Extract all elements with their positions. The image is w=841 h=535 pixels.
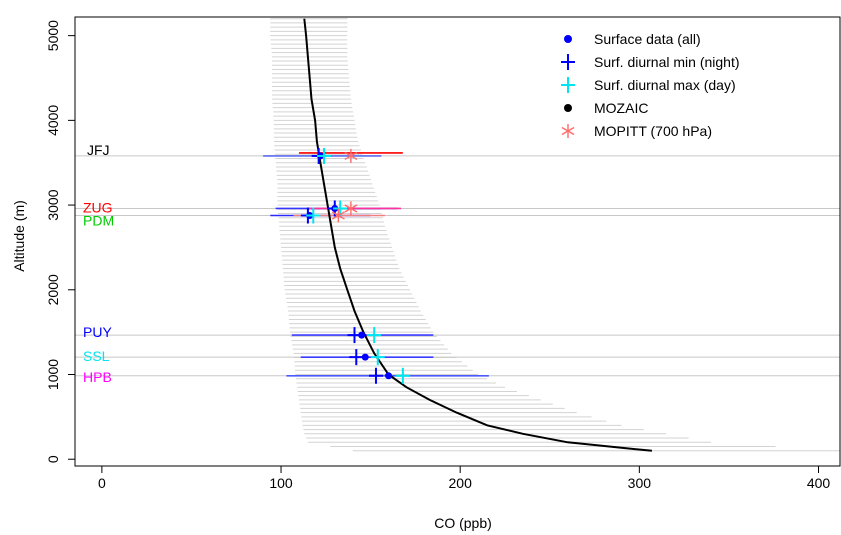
station-altitude-lines (75, 155, 840, 377)
surface-point-ssl (361, 353, 369, 361)
mopitt-marker-zug (344, 201, 358, 216)
legend-item-0: Surface data (all) (564, 31, 701, 47)
y-tick-label: 0 (45, 455, 61, 463)
x-tick-label: 200 (449, 475, 473, 491)
mozaic-line (303, 18, 653, 452)
station-label-pdm: PDM (83, 212, 114, 228)
x-tick-label: 0 (98, 475, 106, 491)
legend-dot-marker (564, 35, 572, 43)
station-label-jfj: JFJ (87, 142, 110, 158)
legend-asterisk-stroke (561, 126, 575, 136)
legend-label: MOZAIC (594, 100, 648, 116)
y-axis-label: Altitude (m) (11, 200, 27, 272)
y-tick-label: 3000 (45, 189, 61, 220)
x-tick-label: 400 (807, 475, 831, 491)
legend-dot-marker (564, 104, 572, 112)
variability-band (270, 18, 840, 452)
surface-point-hpb (385, 372, 393, 380)
legend-item-2: Surf. diurnal max (day) (561, 77, 736, 93)
station-label-hpb: HPB (83, 369, 112, 385)
legend-item-1: Surf. diurnal min (night) (561, 54, 740, 70)
x-tick-label: 100 (269, 475, 293, 491)
asterisk-stroke (344, 151, 358, 161)
legend: Surface data (all) Surf. diurnal min (nig… (561, 31, 740, 139)
surface-point-puy (358, 331, 366, 339)
x-tick-label: 300 (628, 475, 652, 491)
legend-label: Surf. diurnal min (night) (594, 54, 740, 70)
mopitt-marker-pdm (331, 208, 345, 223)
legend-item-3: MOZAIC (564, 100, 648, 116)
x-axis-label: CO (ppb) (434, 515, 492, 531)
legend-label: Surf. diurnal max (day) (594, 77, 736, 93)
mozaic-profile (303, 18, 653, 452)
y-tick-label: 2000 (45, 274, 61, 305)
station-markers (300, 147, 410, 384)
legend-label: Surface data (all) (594, 31, 701, 47)
station-label-ssl: SSL (83, 348, 110, 364)
legend-item-4: MOPITT (700 hPa) (561, 123, 712, 139)
asterisk-stroke (331, 211, 345, 220)
legend-label: MOPITT (700 hPa) (594, 123, 712, 139)
y-tick-label: 4000 (45, 105, 61, 136)
station-label-puy: PUY (83, 324, 112, 340)
mopitt-marker-jfj (344, 148, 358, 163)
plot-frame (74, 16, 841, 467)
y-tick-label: 1000 (45, 359, 61, 390)
y-tick-label: 5000 (45, 20, 61, 51)
asterisk-stroke (344, 204, 358, 213)
station-label-zug: ZUG (83, 199, 113, 215)
